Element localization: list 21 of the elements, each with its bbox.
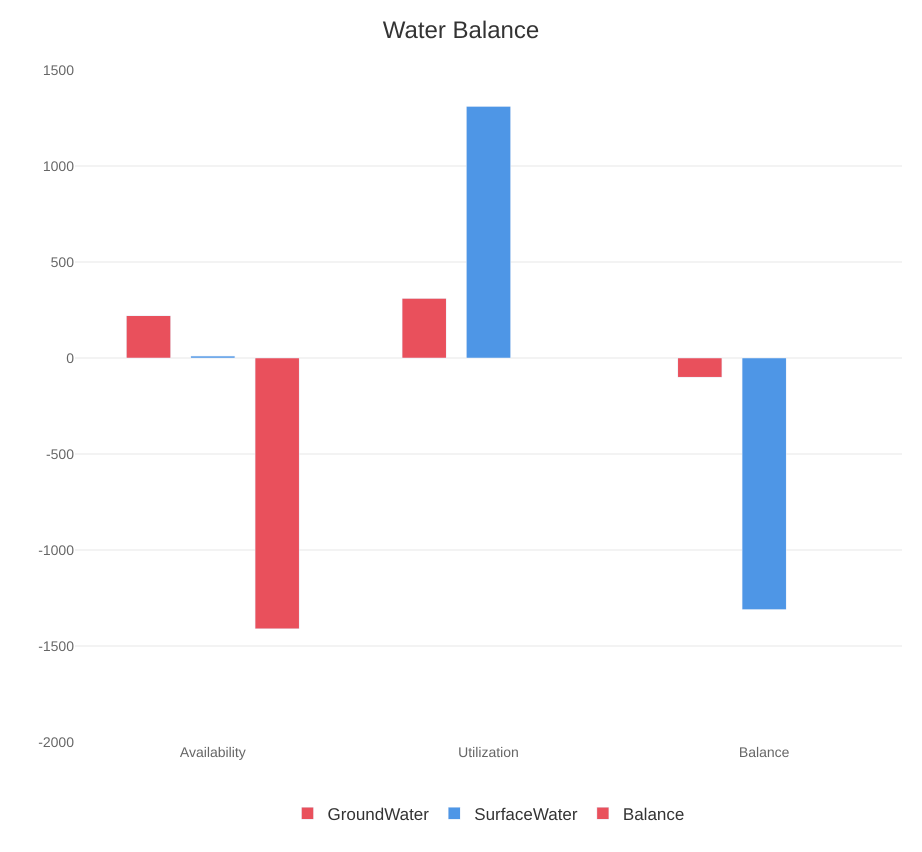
bar bbox=[742, 358, 786, 610]
y-tick-label: 1000 bbox=[42, 158, 74, 174]
legend-label: SurfaceWater bbox=[474, 804, 578, 824]
y-tick-label: -500 bbox=[46, 446, 74, 462]
bar bbox=[126, 316, 171, 358]
legend-label: GroundWater bbox=[328, 804, 430, 824]
y-tick-label: 0 bbox=[66, 350, 74, 366]
y-tick-label: -2000 bbox=[38, 734, 74, 750]
x-tick-label: Utilization bbox=[458, 744, 519, 760]
y-tick-label: -1000 bbox=[38, 542, 74, 558]
legend-label: Balance bbox=[622, 804, 684, 824]
y-tick-label: 1500 bbox=[42, 62, 74, 78]
bar bbox=[402, 298, 446, 358]
x-tick-label: Balance bbox=[738, 744, 790, 760]
bar bbox=[466, 106, 511, 358]
x-tick-label: Availability bbox=[180, 744, 246, 760]
y-tick-label: -1500 bbox=[38, 638, 74, 654]
y-tick-label: 500 bbox=[50, 254, 74, 270]
bar bbox=[254, 358, 300, 629]
chart-title: Water Balance bbox=[382, 17, 540, 44]
bar bbox=[678, 358, 722, 378]
